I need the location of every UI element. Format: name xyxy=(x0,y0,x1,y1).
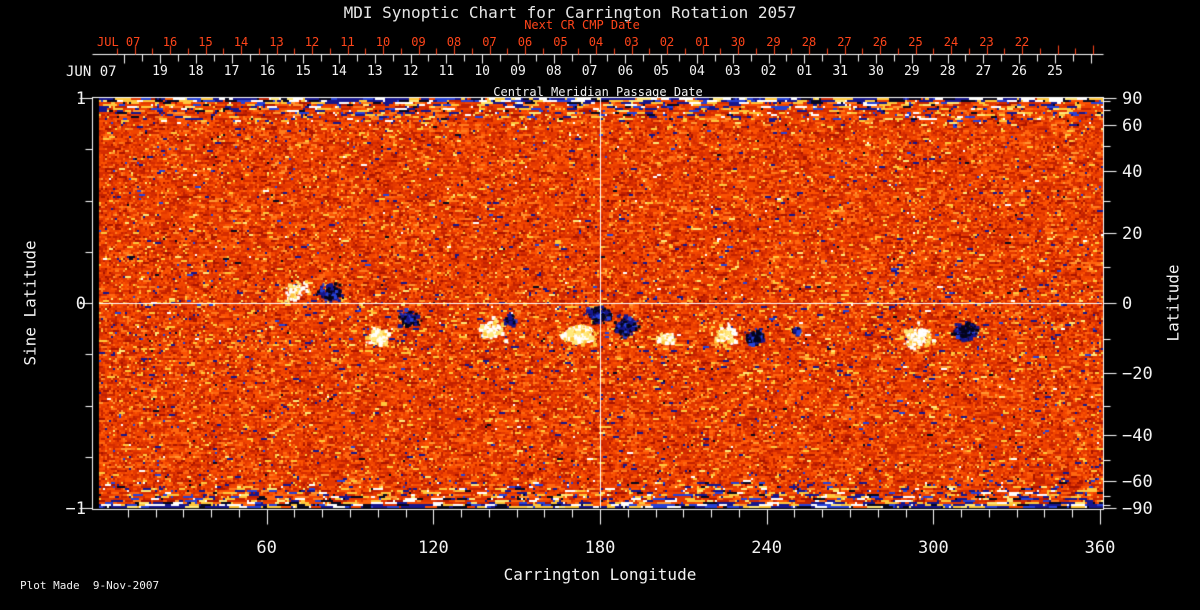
next-cr-day-label: 03 xyxy=(624,35,639,49)
latitude-tick-label: 20 xyxy=(1122,223,1143,244)
cmp-day-label: 15 xyxy=(295,64,312,79)
bottom-axis-title: Carrington Longitude xyxy=(503,565,697,584)
cmp-day-label: 26 xyxy=(1011,64,1028,79)
cmp-day-label: 03 xyxy=(724,64,741,79)
next-cr-day-label: 02 xyxy=(659,35,675,49)
cmp-day-label: 13 xyxy=(366,64,383,79)
sine-latitude-tick-label: 0 xyxy=(75,294,86,314)
cmp-day-label: 19 xyxy=(152,64,168,79)
next-cr-day-label: 16 xyxy=(162,35,178,49)
cmp-day-label: 11 xyxy=(438,64,455,79)
next-cr-day-label: 09 xyxy=(411,35,426,49)
cmp-day-label: 25 xyxy=(1047,64,1063,79)
next-cr-day-label: 07 xyxy=(482,35,497,49)
next-cr-day-label: 10 xyxy=(375,35,391,49)
cmp-day-label: 12 xyxy=(402,64,419,79)
sine-latitude-tick-label: −1 xyxy=(65,499,86,519)
next-cr-month-label: JUL 07 xyxy=(97,35,141,49)
cmp-axis-label: Central Meridian Passage Date xyxy=(493,85,703,99)
latitude-tick-label: −60 xyxy=(1122,471,1153,492)
cmp-day-label: 18 xyxy=(187,64,204,79)
longitude-tick-label: 240 xyxy=(751,538,783,558)
next-cr-day-label: 27 xyxy=(837,35,852,49)
next-cr-day-label: 22 xyxy=(1014,35,1030,49)
cmp-day-label: 28 xyxy=(939,64,956,79)
next-cr-day-label: 08 xyxy=(446,35,462,49)
longitude-tick-label: 120 xyxy=(417,538,449,558)
cmp-day-label: 09 xyxy=(510,64,526,79)
latitude-tick-label: −40 xyxy=(1122,425,1153,446)
right-axis-title: Latitude xyxy=(1163,264,1183,342)
next-cr-day-label: 13 xyxy=(269,35,284,49)
sine-latitude-tick-label: 1 xyxy=(75,89,86,109)
cmp-day-label: 17 xyxy=(223,64,240,79)
next-cr-day-label: 29 xyxy=(766,35,781,49)
cmp-day-label: 05 xyxy=(653,64,670,79)
next-cr-day-label: 14 xyxy=(233,35,249,49)
next-cr-day-label: 26 xyxy=(872,35,888,49)
next-cr-day-label: 15 xyxy=(198,35,213,49)
cmp-day-label: 16 xyxy=(259,64,276,79)
next-cr-day-label: 11 xyxy=(340,35,355,49)
next-cr-day-label: 06 xyxy=(517,35,533,49)
cmp-day-label: 04 xyxy=(689,64,705,79)
next-cr-day-label: 30 xyxy=(730,35,746,49)
cmp-day-label: 02 xyxy=(760,64,777,79)
cmp-day-label: 01 xyxy=(796,64,813,79)
cmp-day-label: 29 xyxy=(903,64,920,79)
cmp-month-label: JUN 07 xyxy=(66,64,117,80)
next-cr-day-label: 05 xyxy=(553,35,568,49)
cmp-day-label: 07 xyxy=(581,64,598,79)
longitude-tick-label: 180 xyxy=(584,538,616,558)
next-cr-day-label: 25 xyxy=(908,35,923,49)
cmp-day-label: 30 xyxy=(868,64,884,79)
cmp-day-label: 27 xyxy=(975,64,992,79)
longitude-tick-label: 300 xyxy=(917,538,949,558)
latitude-tick-label: 60 xyxy=(1122,116,1143,137)
cmp-day-label: 10 xyxy=(474,64,491,79)
next-cr-day-label: 24 xyxy=(943,35,959,49)
latitude-tick-label: 40 xyxy=(1122,162,1143,183)
latitude-tick-label: 0 xyxy=(1122,294,1133,314)
left-axis-title: Sine Latitude xyxy=(20,240,40,366)
plot-made-footer: Plot Made 9-Nov-2007 xyxy=(20,579,160,592)
longitude-tick-label: 360 xyxy=(1084,538,1116,558)
latitude-tick-label: −90 xyxy=(1122,499,1153,519)
next-cr-day-label: 23 xyxy=(979,35,994,49)
cmp-day-label: 06 xyxy=(617,64,634,79)
cmp-day-label: 31 xyxy=(832,64,849,79)
latitude-tick-label: −20 xyxy=(1122,364,1153,385)
next-cr-day-label: 28 xyxy=(801,35,817,49)
next-cr-day-label: 01 xyxy=(695,35,710,49)
page-title: MDI Synoptic Chart for Carrington Rotati… xyxy=(343,3,797,22)
next-cr-day-label: 12 xyxy=(304,35,320,49)
cmp-day-label: 08 xyxy=(545,64,562,79)
next-cr-day-label: 04 xyxy=(588,35,604,49)
longitude-tick-label: 60 xyxy=(256,538,277,558)
latitude-tick-label: 90 xyxy=(1122,89,1143,109)
next-cr-axis-label: Next CR CMP Date xyxy=(524,18,640,32)
cmp-day-label: 14 xyxy=(331,64,347,79)
